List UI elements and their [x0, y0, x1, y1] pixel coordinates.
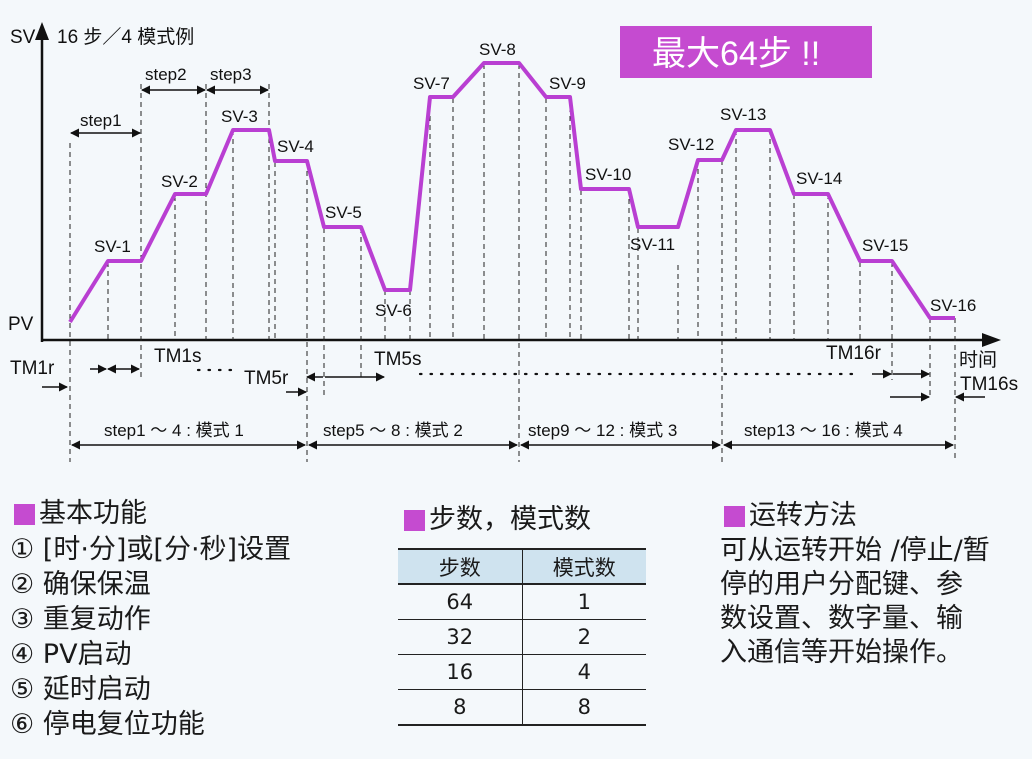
profile-guide-lines	[69, 64, 956, 462]
timing-label: TM1s	[154, 346, 202, 367]
sv-label: SV-1	[94, 237, 131, 256]
timing-label: TM5r	[244, 368, 289, 389]
mode-label: step9 ～ 12 : 模式 3	[528, 421, 677, 440]
sv-label: SV-10	[585, 165, 631, 184]
operation-line: 入通信等开始操作。	[720, 637, 963, 668]
table-row: 16 4	[398, 654, 646, 690]
operation-line: 可从运转开始 /停止/暂	[720, 535, 990, 566]
program-profile-diagram: SV 16 步／4 模式例 PV 时间	[8, 22, 1018, 462]
max-steps-badge-text: 最大64步 !!	[652, 35, 820, 73]
table-row: 32 2	[398, 619, 646, 655]
step-label: step2	[145, 65, 187, 84]
table-header-cell: 模式数	[522, 548, 646, 585]
sv-label: SV-4	[277, 137, 314, 156]
feature-item: ⑤ 延时启动	[10, 674, 151, 705]
sv-label: SV-13	[720, 105, 766, 124]
sv-label: SV-8	[479, 40, 516, 59]
sv-label: SV-14	[796, 169, 842, 188]
mode-label: step5 ～ 8 : 模式 2	[323, 421, 463, 440]
sv-label: SV-3	[221, 107, 258, 126]
sv-label: SV-11	[630, 235, 675, 254]
operation-description: 可从运转开始 /停止/暂 停的用户分配键、参 数设置、数字量、输 入通信等开始操…	[720, 534, 990, 670]
features-title: 基本功能	[14, 499, 147, 529]
sv-label: SV-9	[549, 74, 586, 93]
step-label: step1	[80, 111, 122, 130]
step-markers	[70, 85, 269, 138]
feature-item: ⑥ 停电复位功能	[10, 709, 205, 740]
table-cell: 16	[398, 654, 523, 690]
max-steps-badge	[620, 26, 872, 78]
purple-square-icon	[14, 503, 35, 525]
y-axis-label: SV	[10, 27, 36, 48]
sv-label: SV-15	[862, 236, 908, 255]
purple-square-icon	[404, 509, 425, 531]
table-cell: 8	[398, 689, 523, 726]
x-axis-label: 时间	[959, 349, 997, 371]
timing-label: TM16s	[960, 374, 1018, 395]
sv-label: SV-6	[375, 301, 412, 320]
x-axis-arrow	[982, 333, 1001, 347]
purple-square-icon	[724, 505, 745, 527]
steps-modes-table: 步数 模式数 64 1 32 2 16 4 8 8	[398, 548, 646, 726]
sv-label: SV-2	[161, 172, 198, 191]
timing-label: TM1r	[10, 358, 55, 379]
operation-title: 运转方法	[724, 501, 857, 531]
step-label: step3	[210, 65, 252, 84]
feature-item: ④ PV启动	[10, 639, 132, 670]
sv-labels: SV-1 SV-2 SV-3 SV-4 SV-5 SV-6 SV-7 SV-8 …	[94, 40, 976, 320]
timing-label: TM16r	[826, 343, 882, 364]
mode-label: step13 ～ 16 : 模式 4	[744, 421, 903, 440]
sv-profile-line	[68, 61, 955, 324]
feature-item: ② 确保保温	[10, 569, 151, 600]
sv-label: SV-16	[930, 296, 976, 315]
y-axis-arrow	[35, 22, 49, 40]
table-row: 64 1	[398, 584, 646, 620]
table-cell: 64	[398, 584, 523, 620]
operation-line: 数设置、数字量、输	[720, 603, 963, 634]
sv-label: SV-5	[325, 203, 362, 222]
sv-label: SV-7	[413, 74, 450, 93]
operation-line: 停的用户分配键、参	[720, 569, 963, 600]
table-cell: 2	[522, 619, 646, 655]
table-header-cell: 步数	[398, 548, 523, 585]
table-cell: 32	[398, 619, 523, 655]
table-cell: 1	[522, 584, 646, 620]
table-cell: 8	[522, 689, 646, 726]
sv-label: SV-12	[668, 135, 714, 154]
table-cell: 4	[522, 654, 646, 690]
steps-table-title: 步数，模式数	[404, 505, 591, 535]
timing-markers	[42, 364, 985, 402]
feature-item: ① [时·分]或[分·秒]设置	[10, 534, 292, 565]
mode-label: step1 ～ 4 : 模式 1	[104, 421, 244, 440]
table-header-row: 步数 模式数	[398, 548, 646, 585]
features-list: ① [时·分]或[分·秒]设置 ② 确保保温 ③ 重复动作 ④ PV启动 ⑤ 延…	[10, 532, 291, 742]
pv-label: PV	[8, 314, 34, 335]
table-row: 8 8	[398, 689, 646, 726]
timing-label: TM5s	[374, 349, 422, 370]
chart-title: 16 步／4 模式例	[57, 26, 194, 48]
feature-item: ③ 重复动作	[10, 604, 151, 635]
continuation-dots	[196, 368, 862, 376]
